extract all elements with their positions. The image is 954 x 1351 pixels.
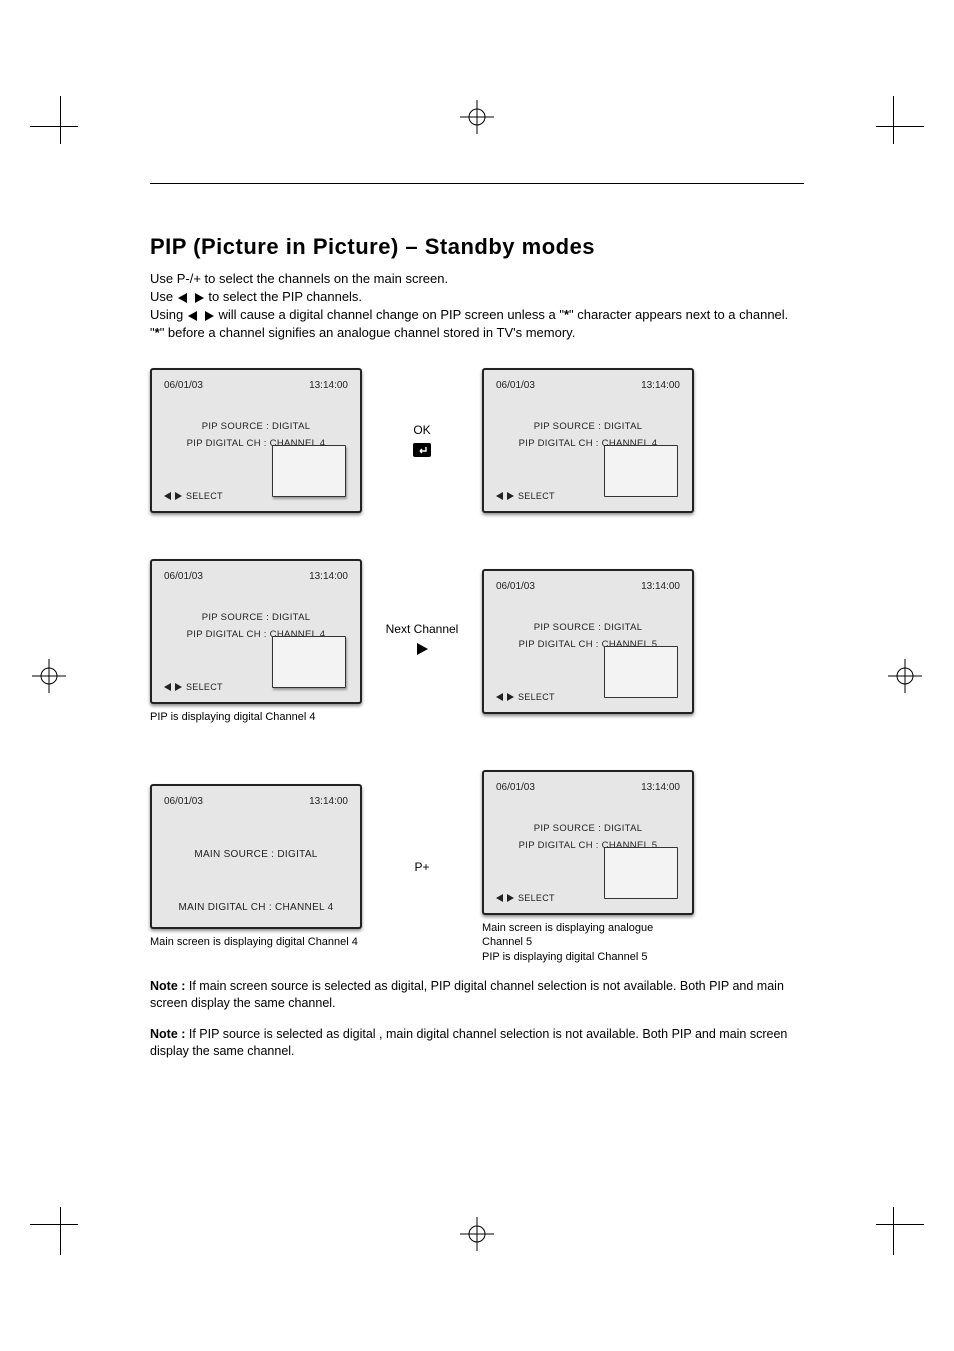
caption: PIP is displaying digital Channel 4	[150, 710, 362, 724]
screen-line-1: PIP SOURCE : DIGITAL	[164, 421, 348, 432]
nav-arrows-icon	[177, 288, 205, 306]
screen-hint: SELECT	[164, 491, 223, 501]
enter-key-icon	[413, 443, 431, 457]
divider	[150, 183, 804, 184]
note-line: Note : If PIP source is selected as digi…	[150, 1026, 804, 1060]
screen-date: 06/01/03	[164, 571, 203, 582]
intro-line-3: Using will cause a digital channel chang…	[150, 306, 804, 342]
screen-hint: SELECT	[496, 893, 555, 903]
grid-cell-mid: P+	[362, 860, 482, 874]
grid-cell-left: 06/01/03 13:14:00 PIP SOURCE : DIGITAL P…	[150, 368, 362, 513]
screen-date: 06/01/03	[496, 380, 535, 391]
grid-cell-left: 06/01/03 13:14:00 MAIN SOURCE : DIGITAL …	[150, 784, 362, 949]
nav-arrows-icon	[187, 307, 215, 325]
action-label: Next Channel	[386, 622, 459, 636]
screen-time: 13:14:00	[641, 380, 680, 391]
intro-text: Use P-/+ to select the channels on the m…	[150, 270, 804, 342]
screen-date: 06/01/03	[164, 380, 203, 391]
screens-grid: 06/01/03 13:14:00 PIP SOURCE : DIGITAL P…	[150, 368, 804, 964]
screen-date: 06/01/03	[496, 782, 535, 793]
screen-hint: SELECT	[496, 692, 555, 702]
grid-row: 06/01/03 13:14:00 MAIN SOURCE : DIGITAL …	[150, 770, 804, 964]
crop-mark	[893, 1207, 894, 1255]
pip-window	[604, 445, 678, 497]
screen-time: 13:14:00	[309, 571, 348, 582]
screen-hint: SELECT	[164, 682, 223, 692]
screen-date: 06/01/03	[496, 581, 535, 592]
nav-arrows-icon	[164, 492, 182, 500]
tv-screen: 06/01/03 13:14:00 PIP SOURCE : DIGITAL P…	[482, 368, 694, 513]
grid-cell-right: 06/01/03 13:14:00 PIP SOURCE : DIGITAL P…	[482, 569, 694, 714]
crop-mark	[893, 96, 894, 144]
intro-line-1: Use P-/+ to select the channels on the m…	[150, 270, 804, 288]
grid-row: 06/01/03 13:14:00 PIP SOURCE : DIGITAL P…	[150, 559, 804, 724]
grid-cell-right: 06/01/03 13:14:00 PIP SOURCE : DIGITAL P…	[482, 368, 694, 513]
screen-line-1: PIP SOURCE : DIGITAL	[164, 612, 348, 623]
tv-screen: 06/01/03 13:14:00 PIP SOURCE : DIGITAL P…	[150, 368, 362, 513]
tv-screen: 06/01/03 13:14:00 MAIN SOURCE : DIGITAL …	[150, 784, 362, 929]
triangle-right-icon	[415, 642, 429, 661]
crop-mark	[876, 1224, 924, 1225]
screen-time: 13:14:00	[641, 782, 680, 793]
grid-row: 06/01/03 13:14:00 PIP SOURCE : DIGITAL P…	[150, 368, 804, 513]
crop-mark	[60, 96, 61, 144]
page: PIP (Picture in Picture) – Standby modes…	[0, 0, 954, 1351]
caption: Main screen is displaying analogue Chann…	[482, 921, 694, 964]
screen-time: 13:14:00	[309, 796, 348, 807]
nav-arrows-icon	[496, 693, 514, 701]
pip-window	[272, 636, 346, 688]
nav-arrows-icon	[164, 683, 182, 691]
pip-window	[604, 646, 678, 698]
content-area: PIP (Picture in Picture) – Standby modes…	[150, 175, 804, 1176]
registration-mark-icon	[460, 1217, 494, 1251]
page-title: PIP (Picture in Picture) – Standby modes	[150, 234, 804, 260]
registration-mark-icon	[32, 659, 66, 693]
screen-time: 13:14:00	[641, 581, 680, 592]
screen-line-1: MAIN SOURCE : DIGITAL	[164, 849, 348, 860]
registration-mark-icon	[888, 659, 922, 693]
notes: Note : If main screen source is selected…	[150, 978, 804, 1060]
tv-screen: 06/01/03 13:14:00 PIP SOURCE : DIGITAL P…	[482, 569, 694, 714]
action-label: OK	[413, 423, 430, 437]
pip-window	[272, 445, 346, 497]
intro-line-2: Use to select the PIP channels.	[150, 288, 804, 306]
tv-screen: 06/01/03 13:14:00 PIP SOURCE : DIGITAL P…	[150, 559, 362, 704]
crop-mark	[60, 1207, 61, 1255]
grid-cell-right: 06/01/03 13:14:00 PIP SOURCE : DIGITAL P…	[482, 770, 694, 964]
nav-arrows-icon	[496, 492, 514, 500]
action-label: P+	[414, 860, 429, 874]
registration-mark-icon	[460, 100, 494, 134]
crop-mark	[876, 126, 924, 127]
tv-screen: 06/01/03 13:14:00 PIP SOURCE : DIGITAL P…	[482, 770, 694, 915]
screen-date: 06/01/03	[164, 796, 203, 807]
screen-line-1: PIP SOURCE : DIGITAL	[496, 823, 680, 834]
pip-window	[604, 847, 678, 899]
screen-line-1: PIP SOURCE : DIGITAL	[496, 622, 680, 633]
grid-cell-mid: Next Channel	[362, 622, 482, 661]
crop-mark	[30, 126, 78, 127]
screen-line-2: MAIN DIGITAL CH : CHANNEL 4	[164, 902, 348, 913]
grid-cell-left: 06/01/03 13:14:00 PIP SOURCE : DIGITAL P…	[150, 559, 362, 724]
crop-mark	[30, 1224, 78, 1225]
note-line: Note : If main screen source is selected…	[150, 978, 804, 1012]
nav-arrows-icon	[496, 894, 514, 902]
screen-time: 13:14:00	[309, 380, 348, 391]
screen-line-1: PIP SOURCE : DIGITAL	[496, 421, 680, 432]
grid-cell-mid: OK	[362, 423, 482, 457]
caption: Main screen is displaying digital Channe…	[150, 935, 362, 949]
screen-hint: SELECT	[496, 491, 555, 501]
